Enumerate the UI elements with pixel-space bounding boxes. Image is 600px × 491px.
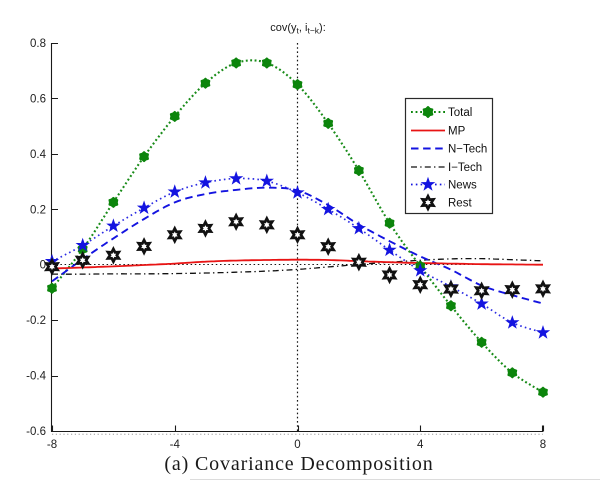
svg-text:0.8: 0.8	[30, 38, 46, 50]
svg-text:8: 8	[540, 439, 546, 451]
svg-text:Total: Total	[448, 107, 472, 119]
svg-text:0.6: 0.6	[30, 93, 46, 105]
svg-text:(a) Covariance Decomposition: (a) Covariance Decomposition	[164, 453, 433, 475]
svg-text:-0.6: -0.6	[26, 426, 46, 438]
svg-text:-0.2: -0.2	[26, 315, 46, 327]
svg-text:Rest: Rest	[448, 198, 472, 210]
svg-text:0.2: 0.2	[30, 204, 46, 216]
svg-text:News: News	[448, 180, 477, 192]
svg-text:MP: MP	[448, 126, 466, 138]
svg-text:-0.4: -0.4	[26, 371, 46, 383]
svg-text:4: 4	[417, 439, 424, 451]
svg-text:-8: -8	[47, 439, 57, 451]
svg-text:N−Tech: N−Tech	[448, 144, 487, 156]
svg-text:I−Tech: I−Tech	[448, 162, 482, 174]
svg-text:0: 0	[294, 439, 300, 451]
svg-text:0.4: 0.4	[30, 149, 47, 161]
svg-text:-4: -4	[170, 439, 181, 451]
svg-text:cov(yt, it−k):: cov(yt, it−k):	[270, 22, 326, 36]
svg-text:0: 0	[40, 260, 46, 272]
